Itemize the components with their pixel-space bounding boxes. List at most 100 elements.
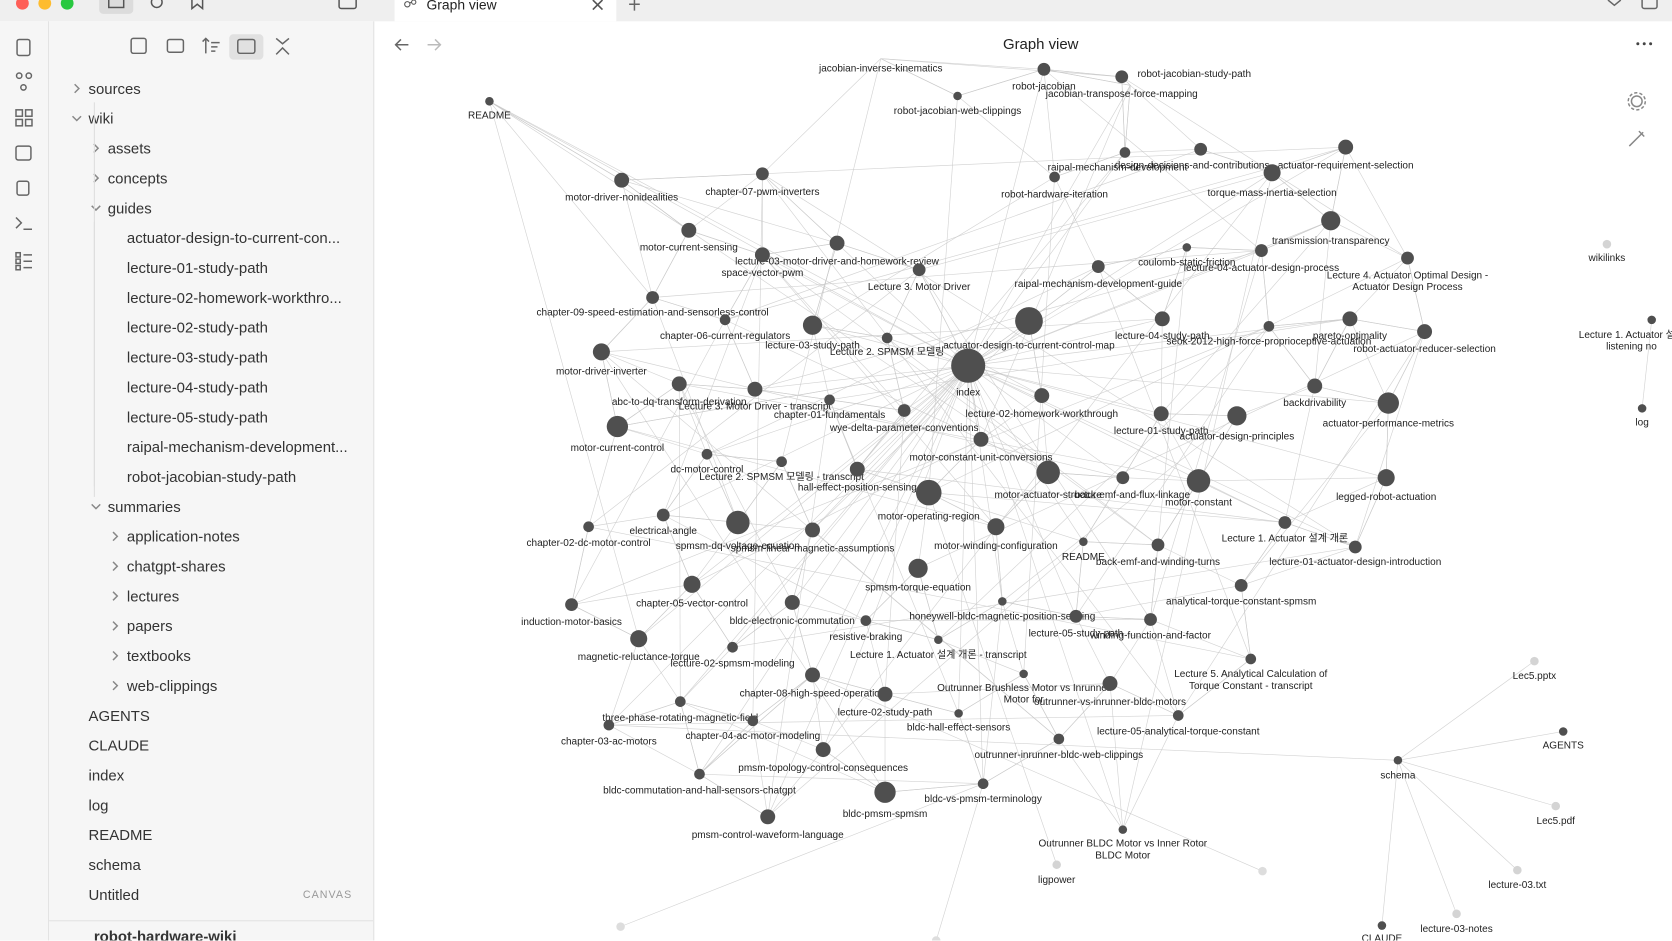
graph-node[interactable] [802, 315, 823, 335]
graph-node[interactable] [1172, 710, 1184, 721]
graph-node[interactable] [954, 709, 963, 718]
graph-node[interactable] [1015, 307, 1043, 335]
graph-node[interactable] [727, 641, 738, 653]
graph-node[interactable] [1342, 311, 1358, 327]
graph-node[interactable] [1053, 733, 1065, 745]
graph-node[interactable] [1034, 388, 1050, 404]
right-toggle[interactable] [338, 0, 357, 10]
folder[interactable]: textbooks [126, 647, 191, 665]
graph-node[interactable] [897, 404, 911, 417]
file[interactable]: Untitled [88, 886, 140, 904]
chevron[interactable] [109, 590, 122, 603]
graph-node[interactable] [1255, 244, 1268, 257]
folder[interactable]: papers [126, 617, 173, 635]
file[interactable]: lecture-03-study-path [126, 348, 268, 366]
graph-node[interactable] [1558, 727, 1568, 736]
folder[interactable]: assets [107, 139, 151, 157]
file[interactable]: lecture-04-study-path [126, 378, 268, 396]
graph-node[interactable] [1102, 676, 1118, 691]
graph-node[interactable] [1144, 613, 1157, 626]
graph-node[interactable] [583, 521, 594, 533]
graph-node[interactable] [849, 461, 865, 477]
back[interactable] [394, 38, 409, 51]
tab-controls[interactable] [1599, 0, 1672, 15]
graph-node[interactable] [1079, 537, 1088, 546]
ribbon-icon[interactable] [15, 109, 33, 127]
graph-node[interactable] [1307, 378, 1323, 394]
graph-node[interactable] [1377, 921, 1387, 930]
chevron[interactable] [70, 112, 83, 125]
graph-node[interactable] [756, 167, 769, 181]
graph-node[interactable] [694, 768, 705, 780]
chevron[interactable] [90, 500, 103, 513]
graph-node[interactable] [1263, 164, 1281, 182]
folder[interactable]: summaries [107, 497, 181, 516]
chevron[interactable] [90, 202, 103, 215]
graph-node[interactable] [1186, 469, 1211, 493]
chevron[interactable] [109, 530, 122, 543]
file[interactable]: index [88, 766, 125, 784]
graph-node[interactable] [912, 263, 926, 277]
graph-node[interactable] [1647, 315, 1656, 325]
graph-node[interactable] [1182, 243, 1192, 252]
graph-node[interactable] [603, 719, 615, 731]
ribbon-icon[interactable] [15, 145, 32, 161]
ribbon-icon[interactable] [16, 180, 30, 196]
graph-node[interactable] [1227, 406, 1247, 426]
auto-reveal[interactable] [229, 34, 264, 60]
graph-node[interactable] [953, 91, 962, 101]
graph-node[interactable] [776, 456, 787, 468]
ribbon-icon[interactable] [15, 216, 32, 231]
graph-node[interactable] [1116, 471, 1130, 485]
file[interactable]: AGENTS [88, 706, 150, 725]
graph-node[interactable] [1037, 62, 1051, 76]
file[interactable]: lecture-01-study-path [126, 259, 268, 277]
graph-node[interactable] [1115, 70, 1129, 84]
graph-node[interactable] [616, 922, 625, 931]
bookmark-icon[interactable] [191, 0, 204, 11]
ribbon-icon[interactable] [16, 38, 31, 57]
file[interactable]: actuator-design-to-current-con... [126, 229, 341, 247]
graph-node[interactable] [1637, 404, 1647, 413]
graph-node[interactable] [1153, 406, 1169, 422]
graph-node[interactable] [1530, 656, 1539, 666]
graph-node[interactable] [683, 575, 701, 593]
graph-node[interactable] [874, 781, 896, 803]
more-options[interactable] [1635, 41, 1656, 47]
folder[interactable]: web-clippings [126, 677, 218, 695]
file[interactable]: lecture-05-study-path [126, 408, 268, 426]
graph-node[interactable] [1194, 142, 1208, 156]
file[interactable]: log [88, 796, 109, 814]
graph-canvas[interactable]: README jacobian-inverse-kinematics robot-j… [374, 21, 1672, 941]
graph-node[interactable] [674, 696, 686, 707]
graph-node[interactable] [1348, 540, 1362, 554]
graph-node[interactable] [1119, 147, 1131, 158]
animate[interactable] [1628, 130, 1645, 147]
file[interactable]: raipal-mechanism-development... [126, 438, 348, 456]
graph-node[interactable] [754, 247, 770, 263]
graph-node[interactable] [1602, 239, 1612, 249]
chevron[interactable] [109, 679, 122, 692]
folder[interactable]: application-notes [126, 527, 240, 545]
graph-node[interactable] [747, 715, 759, 727]
ribbon-icon[interactable] [15, 251, 32, 271]
graph-node[interactable] [881, 332, 893, 344]
graph-node[interactable] [565, 598, 578, 611]
graph-node[interactable] [805, 667, 820, 683]
tab[interactable]: Graph view [394, 0, 617, 22]
graph-node[interactable] [877, 686, 893, 702]
graph-node[interactable] [951, 348, 986, 383]
graph-node[interactable] [824, 394, 835, 406]
folder[interactable]: chatgpt-shares [126, 557, 226, 575]
graph-node[interactable] [998, 597, 1007, 606]
folder[interactable]: lectures [126, 587, 180, 605]
collapse-all[interactable] [275, 37, 290, 55]
search-icon[interactable] [150, 0, 163, 9]
chevron[interactable] [109, 649, 122, 662]
graph-node[interactable] [1321, 211, 1341, 231]
sort[interactable] [202, 37, 220, 54]
graph-node[interactable] [1401, 251, 1414, 265]
graph-node[interactable] [1278, 516, 1292, 529]
graph-node[interactable] [592, 343, 610, 361]
graph-node[interactable] [1036, 460, 1060, 485]
